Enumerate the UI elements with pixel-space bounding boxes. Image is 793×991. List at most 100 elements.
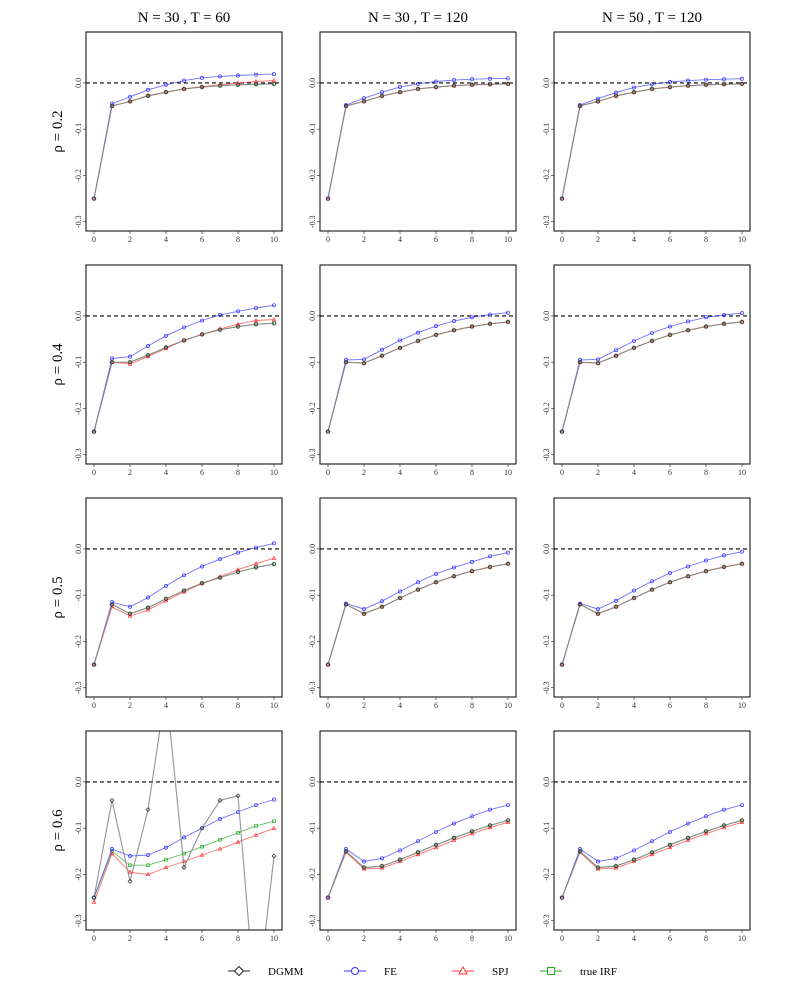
row-label: ρ = 0.6 xyxy=(50,809,66,852)
data-point-spj xyxy=(271,317,277,322)
data-point-spj xyxy=(235,80,241,85)
series-group xyxy=(325,550,511,668)
y-tick-label: 0.0 xyxy=(308,544,317,554)
data-point-dgmm xyxy=(595,865,601,871)
data-point-fe xyxy=(452,78,456,83)
y-tick-label: 0.0 xyxy=(74,544,83,554)
panel-frame xyxy=(85,264,283,465)
data-point-dgmm xyxy=(343,601,349,607)
data-point-fe xyxy=(128,354,132,359)
data-point-dgmm xyxy=(685,835,691,841)
panel-frame xyxy=(553,264,751,465)
data-point-spj xyxy=(163,865,169,870)
data-point-dgmm xyxy=(343,359,349,365)
data-point-fe xyxy=(596,607,600,612)
data-point-fe xyxy=(650,331,654,335)
data-point-fe xyxy=(398,848,402,853)
data-point-spj xyxy=(253,561,259,566)
data-point-fe xyxy=(740,311,744,316)
x-tick-label: 8 xyxy=(470,934,474,943)
data-point-dgmm xyxy=(649,338,655,344)
panel: 0 2 4 6 8 10 0.0 -0.1 -0.2 -0.3 xyxy=(308,31,517,244)
data-point-spj xyxy=(127,613,133,618)
data-point-fe xyxy=(740,549,744,554)
column-title: N = 30 , T = 120 xyxy=(368,10,468,26)
y-tick-label: 0.0 xyxy=(542,777,551,787)
series-line-dgmm xyxy=(327,563,509,665)
panel: 0 2 4 6 8 10 0.0 -0.1 -0.2 -0.3 xyxy=(308,497,517,710)
data-point-dgmm xyxy=(415,86,421,92)
data-point-dgmm xyxy=(181,865,187,871)
series-line-true-irf xyxy=(93,83,275,199)
data-point-fe xyxy=(722,77,726,82)
data-point-fe xyxy=(380,347,384,352)
y-tick-label: -0.3 xyxy=(74,215,83,228)
data-point-dgmm xyxy=(505,561,511,567)
data-point-fe xyxy=(470,814,474,819)
data-point-dgmm xyxy=(235,569,241,575)
data-point-dgmm xyxy=(613,93,619,99)
data-point-dgmm xyxy=(685,327,691,333)
data-point-fe xyxy=(254,306,258,310)
data-point-fe xyxy=(182,325,186,330)
data-point-fe xyxy=(236,550,240,555)
data-point-dgmm xyxy=(415,338,421,344)
data-point-fe xyxy=(704,814,708,819)
panel: 0 2 4 6 8 10 0.0 -0.1 -0.2 -0.3 xyxy=(308,730,517,943)
data-point-spj xyxy=(649,852,655,857)
y-tick-label: 0.0 xyxy=(74,78,83,88)
data-point-spj xyxy=(721,825,727,830)
data-point-dgmm xyxy=(163,596,169,602)
data-point-fe xyxy=(128,604,132,609)
panel: 0 2 4 6 8 10 0.0 -0.1 -0.2 -0.3 xyxy=(542,730,751,943)
series-line-true-irf xyxy=(561,321,743,432)
data-point-fe xyxy=(632,85,636,90)
y-tick-label: -0.1 xyxy=(308,589,317,602)
data-point-fe xyxy=(740,803,744,807)
data-point-fe xyxy=(506,803,510,807)
data-point-spj xyxy=(271,555,277,560)
data-point-true-irf xyxy=(254,824,258,828)
x-tick-label: 4 xyxy=(632,235,636,244)
data-point-fe xyxy=(110,847,114,851)
y-tick-label: -0.2 xyxy=(308,169,317,182)
panel: 0 2 4 6 8 10 0.0 -0.1 -0.2 -0.3 xyxy=(74,264,283,477)
data-point-spj xyxy=(199,852,205,857)
data-point-dgmm xyxy=(703,82,709,88)
data-point-fe xyxy=(398,589,402,594)
y-tick-label: -0.2 xyxy=(308,402,317,415)
data-point-dgmm xyxy=(271,561,277,567)
data-point-fe xyxy=(632,588,636,593)
data-point-fe xyxy=(218,74,222,79)
data-point-dgmm xyxy=(325,196,331,202)
data-point-fe xyxy=(452,319,456,323)
series-line-spj xyxy=(93,557,275,665)
data-point-fe xyxy=(596,859,600,864)
square-marker-icon xyxy=(547,967,555,975)
x-tick-label: 8 xyxy=(704,468,708,477)
data-point-dgmm xyxy=(217,575,223,581)
data-point-true-irf xyxy=(164,857,168,862)
y-tick-label: -0.3 xyxy=(542,681,551,694)
y-tick-label: -0.3 xyxy=(308,681,317,694)
data-point-fe xyxy=(632,338,636,343)
data-point-fe xyxy=(434,324,438,329)
data-point-dgmm xyxy=(577,601,583,607)
data-point-dgmm xyxy=(487,321,493,327)
series-line-spj xyxy=(561,563,743,665)
data-point-dgmm xyxy=(487,822,493,828)
data-point-spj xyxy=(127,869,133,874)
data-point-dgmm xyxy=(595,611,601,617)
data-point-true-irf xyxy=(218,838,222,842)
data-point-fe xyxy=(164,583,168,588)
data-point-fe xyxy=(434,829,438,834)
data-point-fe xyxy=(668,80,672,84)
x-tick-label: 0 xyxy=(92,701,96,710)
panel-frame xyxy=(85,730,283,931)
x-tick-label: 10 xyxy=(270,934,278,943)
data-point-spj xyxy=(433,845,439,850)
data-point-spj xyxy=(145,871,151,877)
data-point-spj xyxy=(685,837,691,842)
data-point-fe xyxy=(200,564,204,569)
data-point-fe xyxy=(614,856,618,861)
